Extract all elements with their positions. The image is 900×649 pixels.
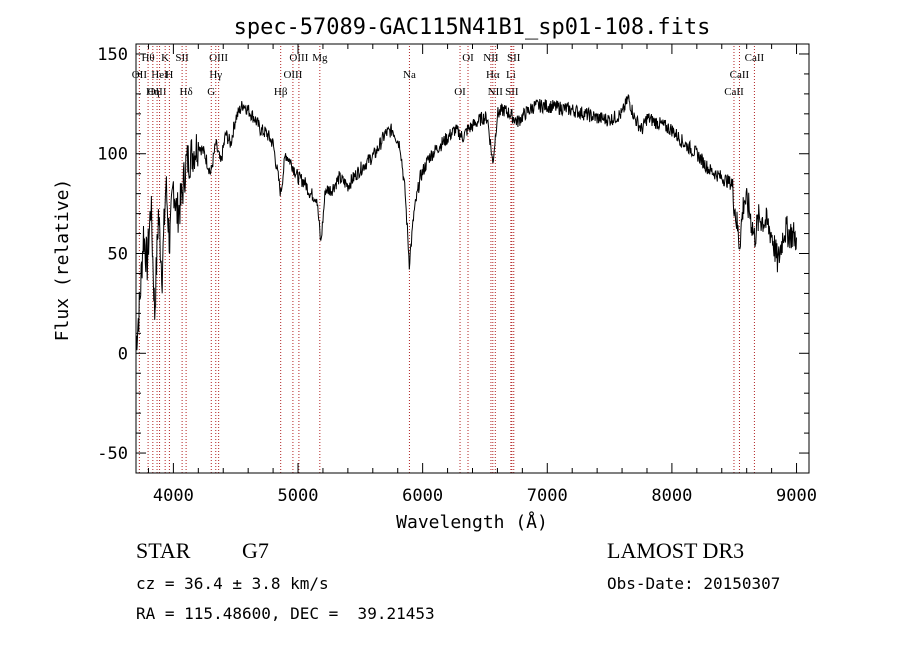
line-marker-label: OII	[132, 69, 148, 81]
line-marker-label: Hθ	[141, 52, 154, 64]
line-marker-label: G	[207, 86, 215, 98]
line-marker-layer: HθOIIOIIIKHeIHηSIIHHδOIIIHγGOIIIOIIIHβMg…	[132, 46, 765, 473]
y-tick-label: -50	[97, 444, 128, 464]
redshift-readout: cz = 36.4 ± 3.8 km/s	[136, 574, 329, 593]
x-tick-label: 7000	[527, 486, 568, 506]
line-marker-label: OI	[462, 52, 474, 64]
line-marker-label: CaII	[730, 69, 750, 81]
axis-layer: 4000 5000 6000 7000 8000 9000 -50 0 50 100 150	[97, 44, 817, 506]
plot-frame	[135, 43, 810, 474]
spectral-class: STAR	[136, 538, 191, 563]
y-tick-label: 50	[108, 245, 128, 265]
spectrum-series	[135, 93, 797, 351]
line-marker-label: Li	[506, 69, 516, 81]
observation-date: Obs-Date: 20150307	[607, 574, 781, 593]
x-tick-label: 8000	[651, 486, 692, 506]
line-marker-label: CaII	[745, 52, 765, 64]
survey-name: LAMOST DR3	[607, 538, 745, 563]
line-marker-label: Hα	[486, 69, 500, 81]
line-marker-label: Hγ	[209, 69, 222, 81]
line-marker-label: Na	[403, 69, 416, 81]
line-marker-label: Hδ	[180, 86, 193, 98]
chart-title: spec-57089-GAC115N41B1_sp01-108.fits	[234, 15, 711, 40]
line-marker-label: H	[165, 69, 173, 81]
line-marker-label: OIII	[289, 52, 308, 64]
y-tick-label: 150	[97, 45, 128, 65]
y-tick-label: 100	[97, 145, 128, 165]
spectral-subclass: G7	[242, 538, 269, 563]
x-tick-label: 9000	[776, 486, 817, 506]
line-marker-label: SII	[507, 52, 521, 64]
x-tick-label: 5000	[278, 486, 319, 506]
line-marker-label: K	[161, 52, 169, 64]
line-marker-label: Mg	[312, 52, 328, 64]
line-marker-label: Hη	[146, 86, 160, 98]
line-marker-label: NII	[483, 52, 499, 64]
y-axis-label: Flux (relative)	[52, 179, 73, 342]
line-marker-label: OIII	[283, 69, 302, 81]
data-layer	[135, 93, 797, 351]
line-marker-label: Hβ	[274, 86, 288, 98]
line-marker-label: SII	[505, 86, 519, 98]
x-tick-label: 4000	[153, 486, 194, 506]
coordinates-readout: RA = 115.48600, DEC = 39.21453	[136, 604, 435, 623]
line-marker-label: OI	[454, 86, 466, 98]
y-tick-label: 0	[118, 344, 128, 364]
x-axis-label: Wavelength (Å)	[396, 511, 548, 533]
line-marker-label: CaII	[724, 86, 744, 98]
line-marker-label: SII	[175, 52, 189, 64]
line-marker-label: OIII	[209, 52, 228, 64]
line-marker-label: HeI	[151, 69, 168, 81]
line-marker-label: NII	[488, 86, 504, 98]
x-tick-label: 6000	[402, 486, 443, 506]
